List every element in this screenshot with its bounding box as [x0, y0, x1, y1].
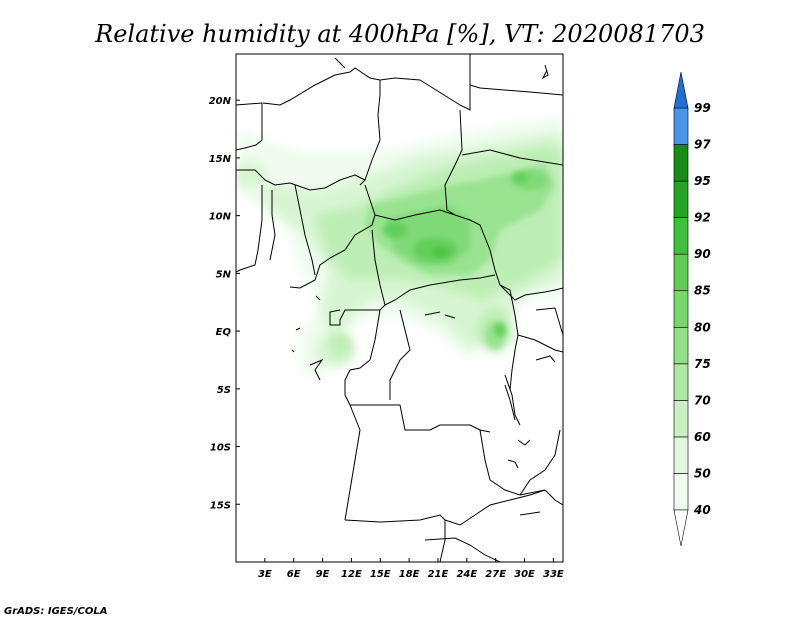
colorbar-bottom-arrow — [673, 509, 689, 547]
y-tick-label: 10N — [209, 212, 232, 223]
colorbar-segment — [673, 253, 689, 292]
colorbar-segment — [673, 436, 689, 474]
colorbar-label: 40 — [693, 503, 711, 517]
colorbar-segment — [673, 180, 689, 218]
colorbar-segment — [673, 144, 689, 182]
y-tick-label: EQ — [216, 327, 232, 338]
colorbar-segment — [673, 290, 689, 328]
map-frame — [235, 53, 564, 563]
y-tick-label: 15N — [209, 154, 232, 165]
colorbar-label: 70 — [694, 393, 711, 407]
x-tick-label: 30E — [514, 569, 535, 580]
x-tick-label: 3E — [258, 569, 272, 580]
x-tick-label: 33E — [543, 569, 564, 580]
colorbar-segment — [673, 473, 689, 511]
colorbar-label: 85 — [694, 284, 711, 298]
x-tick-label: 27E — [485, 569, 506, 580]
colorbar-label: 97 — [694, 138, 711, 152]
x-tick-label: 24E — [456, 569, 477, 580]
x-axis: 3E 6E 9E 12E 15E 18E 21E 24E 27E 30E 33E — [258, 558, 564, 580]
colorbar-label: 92 — [694, 211, 711, 225]
humidity-shading — [236, 115, 563, 380]
x-tick-label: 9E — [316, 569, 330, 580]
colorbar-label: 99 — [694, 101, 711, 115]
colorbar-segment — [673, 217, 689, 255]
colorbar-segment — [673, 107, 689, 145]
map-title: Relative humidity at 400hPa [%], VT: 202… — [94, 20, 705, 48]
y-tick-label: 5S — [217, 385, 231, 396]
x-tick-label: 6E — [287, 569, 301, 580]
colorbar-segment — [673, 326, 689, 365]
grads-credit: GrADS: IGES/COLA — [4, 606, 107, 617]
colorbar-label: 90 — [694, 247, 711, 261]
y-tick-label: 10S — [210, 443, 231, 454]
y-tick-label: 15S — [210, 500, 231, 511]
x-tick-label: 12E — [341, 569, 362, 580]
colorbar-top-arrow — [673, 71, 689, 109]
colorbar-segment — [673, 363, 689, 401]
x-tick-label: 21E — [428, 569, 449, 580]
y-tick-label: 20N — [209, 96, 232, 107]
colorbar-label: 50 — [694, 466, 711, 480]
colorbar-segment — [673, 400, 689, 438]
colorbar-label: 80 — [694, 320, 711, 334]
humidity-band-85 — [431, 247, 449, 257]
y-axis: 20N 15N 10N 5N EQ 5S 10S 15S — [209, 96, 240, 511]
colorbar-label: 95 — [694, 174, 711, 188]
country-borders — [236, 54, 563, 562]
x-tick-label: 18E — [399, 569, 420, 580]
colorbar-label: 75 — [694, 357, 711, 371]
x-tick-label: 15E — [370, 569, 391, 580]
y-tick-label: 5N — [216, 269, 232, 280]
colorbar: 40 50 60 70 75 80 85 90 92 95 97 99 — [673, 71, 711, 547]
colorbar-label: 60 — [694, 430, 711, 444]
